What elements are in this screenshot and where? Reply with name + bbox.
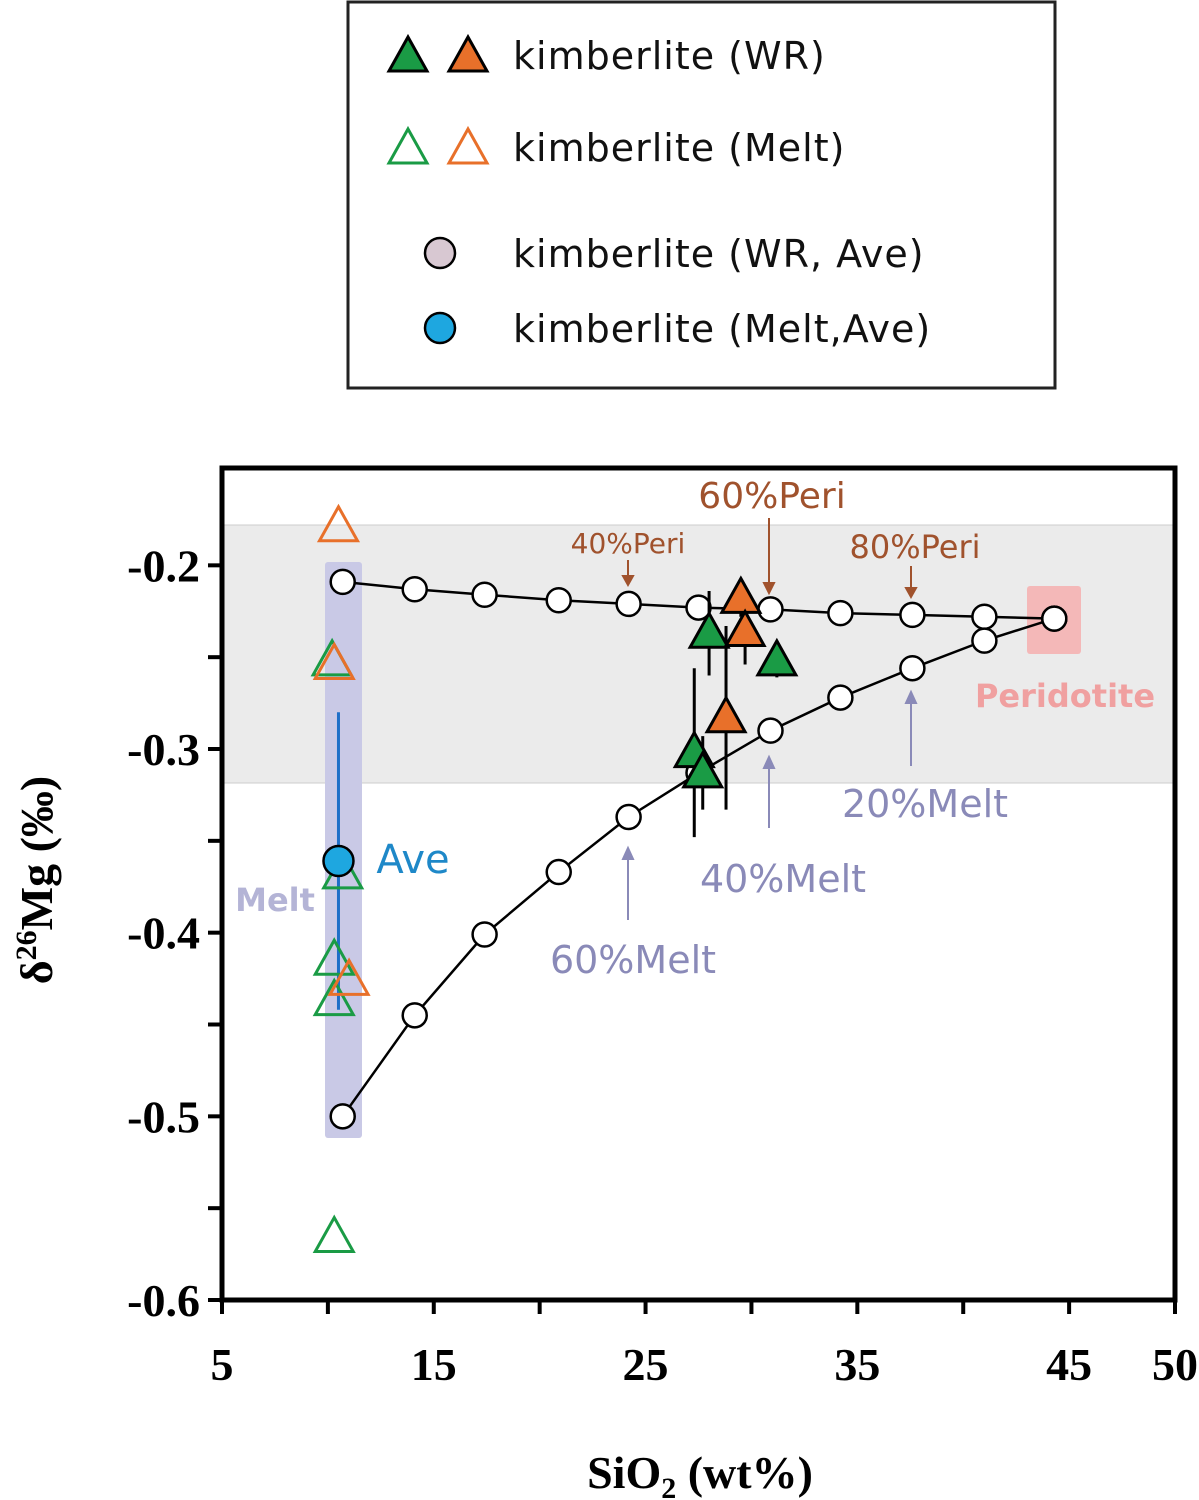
x-tick-label: 50 (1152, 1339, 1198, 1390)
annotation: 60%Melt (550, 938, 716, 982)
legend-marker (386, 125, 430, 165)
curve-point (757, 717, 784, 744)
point (312, 937, 356, 976)
curve-point (757, 596, 784, 623)
y-label-part: Mg (‰) (11, 776, 62, 931)
annotation: 60%Peri (698, 476, 845, 517)
curve-point (615, 590, 642, 618)
legend-label: kimberlite (Melt) (513, 126, 845, 170)
x-label-part: (wt%) (676, 1447, 813, 1498)
point (312, 977, 356, 1017)
y-tick-label: -0.5 (127, 1091, 200, 1142)
x-axis-label: SiO2 (wt%) (587, 1447, 813, 1500)
legend-label: kimberlite (WR) (513, 34, 826, 78)
curve-point (899, 601, 926, 629)
legend-label: kimberlite (WR, Ave) (513, 232, 925, 276)
peri-arrows (621, 518, 918, 600)
curve-point (971, 627, 998, 654)
y-label-part: δ (11, 960, 62, 984)
legend-marker (423, 311, 457, 345)
annotation: 40%Peri (571, 527, 686, 560)
y-tick-label: -0.6 (127, 1275, 200, 1326)
curve-point (329, 1103, 356, 1130)
curve-point (1041, 605, 1068, 632)
point (327, 957, 371, 996)
curve-point (827, 599, 854, 627)
curve-point (471, 921, 498, 948)
annotation: Melt (235, 881, 315, 919)
curve-point (827, 684, 854, 711)
x-label-part: SiO (587, 1447, 661, 1498)
point (322, 844, 355, 878)
x-tick-label: 45 (1046, 1339, 1092, 1390)
y-axis-label: δ26Mg (‰) (10, 776, 62, 984)
y-tick-label: -0.4 (127, 908, 200, 959)
y-tick-label: -0.2 (127, 540, 200, 591)
annotation: 20%Melt (842, 782, 1008, 826)
curve-point (401, 1002, 428, 1029)
point (719, 575, 763, 614)
point (687, 610, 731, 649)
legend-marker (446, 33, 490, 73)
x-tick-label: 25 (623, 1339, 669, 1390)
curve-point (471, 581, 498, 608)
melt-arrows (621, 689, 918, 920)
curve-point (545, 858, 572, 886)
y-label-sup: 26 (10, 930, 43, 960)
curve-point (401, 575, 428, 603)
curve-point (899, 654, 926, 682)
annotation: Ave (376, 837, 449, 883)
x-label-sub: 2 (661, 1472, 676, 1500)
x-tick-label: 35 (834, 1339, 880, 1390)
annotation: 40%Melt (700, 857, 866, 901)
x-tick-label: 5 (211, 1339, 234, 1390)
point (704, 694, 748, 734)
y-tick-label: -0.3 (127, 724, 200, 775)
curve-point (971, 603, 998, 631)
legend-marker (423, 236, 457, 270)
x-tick-label: 15 (411, 1339, 457, 1390)
point (312, 1214, 356, 1254)
point (755, 637, 799, 677)
curve-point (329, 568, 356, 596)
legend-marker (446, 125, 490, 165)
legend-label: kimberlite (Melt,Ave) (513, 307, 931, 351)
plot-frame (219, 465, 1178, 1303)
curve-point (545, 586, 572, 614)
annotation: 80%Peri (849, 528, 980, 566)
point (723, 608, 767, 647)
point (312, 641, 356, 681)
legend-marker (386, 33, 430, 73)
point (681, 749, 725, 789)
point (316, 503, 361, 543)
annotation: Peridotite (975, 677, 1155, 715)
curve-point (615, 803, 642, 831)
